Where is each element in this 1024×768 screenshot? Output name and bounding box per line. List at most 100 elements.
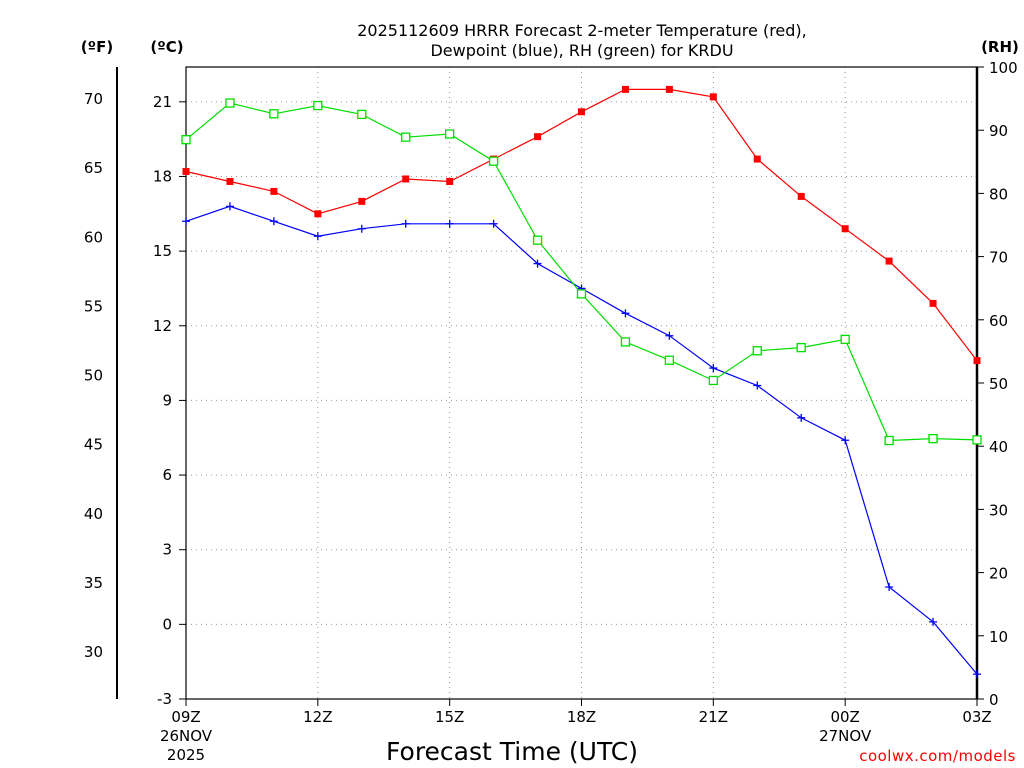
fahrenheit-tick-label: 35: [84, 574, 103, 592]
celsius-unit-label: (ºC): [150, 38, 183, 56]
dewpoint-point: [621, 309, 630, 318]
rh-tick-label: 10: [989, 628, 1008, 646]
dewpoint-point: [973, 670, 981, 679]
dewpoint-point: [225, 202, 234, 211]
x-tick-date-label: 26NOV: [160, 727, 213, 745]
rh-tick-label: 50: [989, 375, 1008, 393]
rh-point: [620, 337, 631, 347]
rh-tick-label: 40: [989, 438, 1008, 456]
dewpoint-point: [182, 217, 190, 226]
rh-point: [752, 346, 762, 356]
x-tick-label: 21Z: [699, 708, 728, 726]
x-tick-label: 12Z: [303, 708, 332, 726]
rh-point: [664, 355, 675, 365]
dewpoint-point: [445, 219, 454, 228]
rh-point: [181, 135, 191, 145]
temperature-point: [226, 177, 234, 185]
temperature-point: [929, 299, 937, 307]
celsius-tick-label: 21: [153, 93, 172, 111]
x-tick-date-label: 27NOV: [819, 727, 872, 745]
celsius-tick-label: 3: [162, 541, 172, 559]
temperature-point: [182, 168, 190, 176]
dewpoint-point: [401, 219, 410, 228]
x-tick-label: 15Z: [435, 708, 464, 726]
rh-point: [928, 433, 938, 444]
temperature-point: [797, 192, 805, 200]
temperature-point: [753, 155, 761, 163]
fahrenheit-tick-label: 40: [84, 505, 103, 523]
rh-line: [185, 102, 978, 442]
temperature-point: [358, 197, 366, 205]
dewpoint-point: [665, 331, 674, 340]
fahrenheit-tick-label: 60: [84, 228, 103, 246]
rh-point: [840, 334, 850, 345]
temperature-line: [185, 88, 978, 361]
fahrenheit-tick-label: 55: [84, 297, 103, 315]
fahrenheit-tick-label: 65: [84, 159, 103, 177]
dewpoint-point: [357, 224, 366, 233]
celsius-tick-label: 6: [162, 466, 172, 484]
rh-tick-label: 30: [989, 501, 1008, 519]
rh-point: [576, 289, 587, 299]
dewpoint-point: [533, 259, 542, 268]
fahrenheit-tick-label: 50: [84, 367, 103, 385]
temperature-point: [578, 108, 585, 116]
rh-point: [796, 342, 806, 353]
dewpoint-point: [885, 583, 894, 592]
celsius-tick-label: 12: [153, 317, 172, 335]
grid-lines: [186, 67, 977, 699]
chart-title-line-2: Dewpoint (blue), RH (green) for KRDU: [430, 41, 733, 60]
dewpoint-point: [753, 381, 762, 390]
dewpoint-point: [489, 219, 498, 228]
celsius-tick-label: -3: [157, 690, 172, 708]
rh-tick-label: 100: [989, 59, 1018, 77]
tick-labels: -3 0 3 6 9 12 15 18 21 30 35 40 45 50 55 60 65 70 0 10 20 30 4…: [84, 59, 1018, 764]
temperature-point: [314, 210, 322, 218]
rh-point: [225, 98, 235, 108]
temperature-point: [885, 257, 893, 265]
dewpoint-line: [185, 205, 978, 675]
temperature-point: [534, 133, 542, 141]
dewpoint-point: [841, 436, 850, 445]
temperature-point: [621, 85, 629, 93]
rh-point: [488, 156, 499, 166]
rh-point: [884, 435, 894, 446]
temperature-point: [973, 357, 981, 365]
axes: [116, 66, 979, 700]
rh-point: [269, 109, 279, 119]
rh-tick-label: 20: [989, 565, 1008, 583]
rh-tick-label: 60: [989, 312, 1008, 330]
x-tick-label: 03Z: [962, 708, 991, 726]
rh-point: [313, 100, 323, 111]
credit-text: coolwx.com/models: [859, 747, 1016, 765]
celsius-tick-label: 18: [153, 167, 172, 185]
dewpoint-point: [797, 413, 806, 422]
rh-point: [401, 132, 411, 142]
rh-point: [532, 235, 543, 245]
rh-point: [357, 109, 367, 120]
temperature-point: [402, 175, 410, 183]
dewpoint-point: [269, 217, 278, 226]
chart-title-line-1: 2025112609 HRRR Forecast 2-meter Tempera…: [357, 21, 807, 40]
rh-point: [445, 129, 455, 139]
x-tick-label: 18Z: [567, 708, 596, 726]
rh-tick-label: 70: [989, 249, 1008, 267]
x-tick-label: 00Z: [830, 708, 859, 726]
dewpoint-point: [709, 364, 718, 373]
rh-tick-label: 0: [989, 691, 999, 709]
temperature-point: [841, 225, 849, 233]
dewpoint-point: [929, 617, 938, 626]
rh-point: [972, 435, 982, 445]
rh-point: [708, 375, 718, 386]
temperature-point: [709, 93, 717, 101]
celsius-tick-label: 15: [153, 242, 172, 260]
celsius-tick-label: 0: [162, 615, 172, 633]
fahrenheit-tick-label: 45: [84, 436, 103, 454]
celsius-tick-label: 9: [162, 391, 172, 409]
data-series: [181, 85, 982, 679]
fahrenheit-unit-label: (ºF): [81, 38, 113, 56]
rh-tick-label: 80: [989, 185, 1008, 203]
dewpoint-point: [313, 232, 322, 241]
temperature-point: [665, 85, 673, 93]
